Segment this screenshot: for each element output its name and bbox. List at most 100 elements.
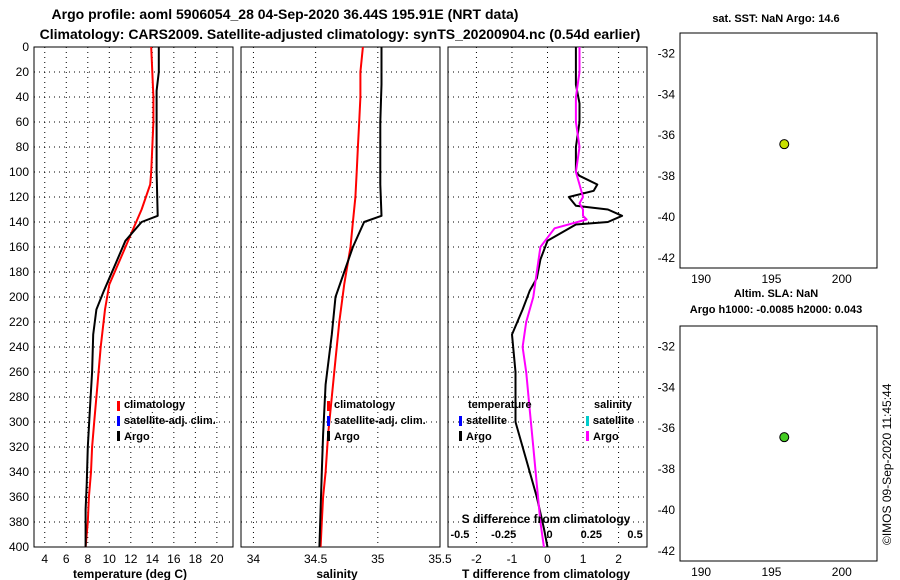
x-tick-label: 6 <box>63 552 70 566</box>
x-tick-label: 18 <box>189 552 203 566</box>
map-y-tick-label: -40 <box>658 503 676 517</box>
map-y-tick-label: -34 <box>658 87 676 101</box>
legend-argo: Argo <box>334 431 360 443</box>
map-y-tick-label: -36 <box>658 421 676 435</box>
legend-satellite: satellite-adj. clim. <box>334 415 426 427</box>
legend-swatch-climatology <box>327 401 330 411</box>
temperature-xlabel: temperature (deg C) <box>73 567 187 580</box>
legend-swatch-climatology <box>117 401 120 411</box>
argo-position-marker <box>779 139 790 150</box>
map-y-tick-label: -32 <box>658 339 676 353</box>
map-x-tick-label: 195 <box>761 565 781 579</box>
depth-tick-label: 220 <box>9 315 29 329</box>
sst-map-panel <box>679 32 878 269</box>
depth-tick-label: 40 <box>16 90 30 104</box>
x-tick-label: 34 <box>247 552 261 566</box>
sla-map-subtitle: Argo h1000: -0.0085 h2000: 0.043 <box>690 304 862 316</box>
legend-swatch-argo-salinity <box>586 431 589 441</box>
secondary-x-tick-label: 0 <box>546 529 552 541</box>
legend-swatch-argo-temperature <box>459 431 462 441</box>
map-y-tick-label: -38 <box>658 169 676 183</box>
depth-tick-label: 380 <box>9 515 29 529</box>
legend-argo-temperature: Argo <box>466 431 492 443</box>
x-tick-label: 16 <box>167 552 181 566</box>
legend-swatch-argo <box>327 431 330 441</box>
map-marks-layer: -32 -34 -36 -38 -40 -42 190 195 200 -32 -34 -36 -38 -… <box>658 46 852 579</box>
x-tick-label: -1 <box>507 552 518 566</box>
x-tick-label: 4 <box>41 552 48 566</box>
map-y-tick-label: -40 <box>658 210 676 224</box>
depth-tick-label: 280 <box>9 390 29 404</box>
series-line-climatology <box>84 46 155 548</box>
x-tick-label: 35.5 <box>428 552 452 566</box>
legend-temperature-title: temperature <box>468 399 532 411</box>
legend-satellite-salinity: satellite <box>593 415 634 427</box>
x-tick-label: 10 <box>103 552 117 566</box>
sla-map-title: Altim. SLA: NaN <box>734 288 818 300</box>
depth-tick-label: 360 <box>9 490 29 504</box>
secondary-xlabel: S difference from climatology <box>462 512 631 526</box>
x-tick-label: -2 <box>471 552 482 566</box>
series-line-argo <box>318 47 383 548</box>
legend-swatch-argo <box>117 431 120 441</box>
depth-tick-label: 180 <box>9 265 29 279</box>
x-tick-label: 8 <box>84 552 91 566</box>
series-line-argo <box>84 47 160 547</box>
legend-salinity-title: salinity <box>594 399 633 411</box>
map-y-tick-label: -34 <box>658 380 676 394</box>
depth-tick-label: 160 <box>9 240 29 254</box>
map-x-tick-label: 190 <box>691 565 711 579</box>
depth-tick-label: 0 <box>22 40 29 54</box>
x-tick-label: 14 <box>146 552 160 566</box>
depth-tick-label: 400 <box>9 540 29 554</box>
difference-legend: temperature satellite Argo salinity sate… <box>459 399 634 443</box>
depth-tick-layer: 0204060801001201401601802002202402602803… <box>9 40 643 566</box>
legend-swatch-satellite-salinity <box>586 416 589 426</box>
depth-tick-label: 60 <box>16 115 30 129</box>
legend-climatology: climatology <box>334 399 396 411</box>
series-line-argo-salinity <box>521 47 588 548</box>
legend-argo-salinity: Argo <box>593 431 619 443</box>
map-x-tick-label: 200 <box>832 272 852 286</box>
map-x-tick-label: 200 <box>832 565 852 579</box>
depth-tick-label: 320 <box>9 440 29 454</box>
secondary-x-tick-label: 0.25 <box>581 529 602 541</box>
x-tick-label: 12 <box>124 552 138 566</box>
series-line-argo-temperature <box>511 47 624 548</box>
depth-tick-label: 240 <box>9 340 29 354</box>
map-y-tick-label: -42 <box>658 251 676 265</box>
map-x-tick-label: 190 <box>691 272 711 286</box>
depth-tick-label: 260 <box>9 365 29 379</box>
argo-position-marker <box>779 432 790 443</box>
figure-title-line1: Argo profile: aoml 5906054_28 04-Sep-202… <box>52 6 519 22</box>
secondary-x-tick-label: 0.5 <box>627 529 642 541</box>
legend-swatch-satellite-temperature <box>459 416 462 426</box>
imos-watermark: ©IMOS 09-Sep-2020 11:45:44 <box>880 383 894 545</box>
grid-layer <box>34 47 647 547</box>
depth-tick-label: 300 <box>9 415 29 429</box>
map-y-tick-label: -36 <box>658 128 676 142</box>
legend-swatch-satellite <box>327 416 330 426</box>
sst-map-title: sat. SST: NaN Argo: 14.6 <box>712 13 839 25</box>
profile-lines-layer <box>84 46 624 548</box>
x-tick-label: 20 <box>210 552 224 566</box>
depth-tick-label: 200 <box>9 290 29 304</box>
salinity-legend: climatology satellite-adj. clim. Argo <box>327 399 426 443</box>
secondary-x-tick-label: -0.5 <box>450 529 469 541</box>
depth-tick-label: 80 <box>16 140 30 154</box>
temperature-legend: climatology satellite-adj. clim. Argo <box>117 399 216 443</box>
x-tick-label: 2 <box>615 552 622 566</box>
x-tick-label: 0 <box>544 552 551 566</box>
difference-xlabel: T difference from climatology <box>462 567 630 580</box>
secondary-x-tick-label: -0.25 <box>491 529 516 541</box>
temperature-panel <box>33 46 234 548</box>
legend-satellite-temperature: satellite <box>466 415 507 427</box>
map-y-tick-label: -38 <box>658 462 676 476</box>
sla-map-panel <box>679 325 878 562</box>
legend-satellite: satellite-adj. clim. <box>124 415 216 427</box>
legend-argo: Argo <box>124 431 150 443</box>
depth-tick-label: 140 <box>9 215 29 229</box>
x-tick-label: 1 <box>580 552 587 566</box>
x-tick-label: 35 <box>371 552 385 566</box>
